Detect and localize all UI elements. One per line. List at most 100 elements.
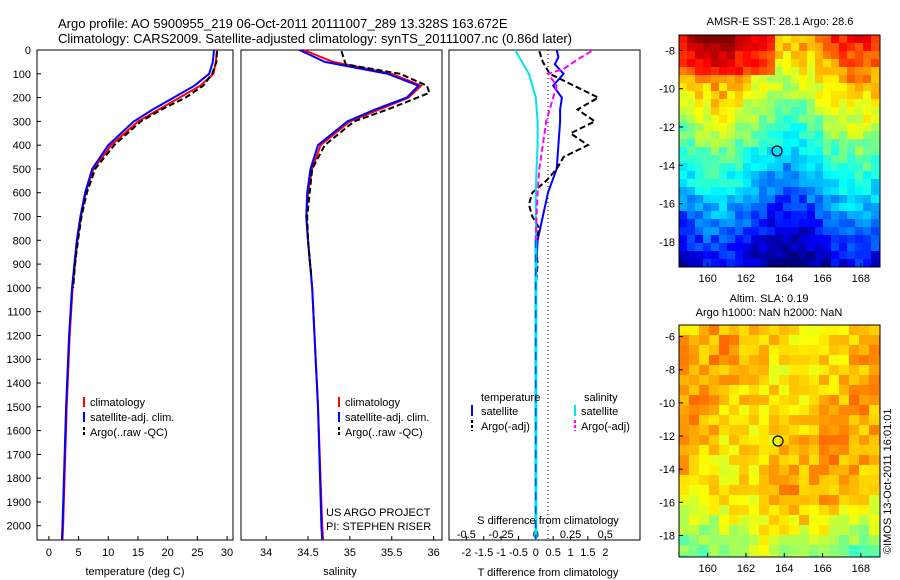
map-cell (767, 203, 775, 211)
map-cell (779, 405, 789, 415)
map-cell (829, 415, 839, 425)
map-cell (859, 395, 869, 405)
map-cell (719, 515, 729, 525)
map-cell (719, 365, 729, 375)
map-cell (759, 155, 767, 163)
map-cell (863, 59, 871, 67)
map-cell (703, 243, 711, 251)
map-cell (863, 35, 871, 43)
map-cell (819, 485, 829, 495)
map-cell (711, 155, 719, 163)
sal-legend-argo: Argo(..raw -QC) (345, 427, 423, 439)
depth-tick-label: 0 (25, 45, 31, 57)
map-cell (863, 131, 871, 139)
map-cell (679, 465, 689, 475)
map-cell (863, 43, 871, 51)
map-cell (799, 35, 807, 43)
map-cell (719, 91, 727, 99)
map-cell (855, 59, 863, 67)
map-cell (847, 67, 855, 75)
map-cell (871, 43, 879, 51)
map-cell (799, 375, 809, 385)
map-cell (703, 131, 711, 139)
map-cell (839, 243, 847, 251)
map-cell (831, 115, 839, 123)
map-cell (679, 505, 689, 515)
map-cell (799, 415, 809, 425)
map-cell (759, 545, 769, 555)
map-cell (831, 171, 839, 179)
map-cell (767, 243, 775, 251)
map-cell (709, 395, 719, 405)
map-cell (735, 83, 743, 91)
map-cell (767, 179, 775, 187)
x-tick-label: 1.5 (580, 547, 595, 559)
map-cell (679, 395, 689, 405)
map-cell (799, 59, 807, 67)
map-cell (749, 435, 759, 445)
map-cell (831, 243, 839, 251)
map-cell (729, 545, 739, 555)
map-cell (839, 515, 849, 525)
map-cell (871, 235, 879, 243)
map-cell (807, 227, 815, 235)
map-cell (679, 195, 687, 203)
map-cell (719, 445, 729, 455)
map-cell (783, 147, 791, 155)
map-cell (847, 123, 855, 131)
map-cell (869, 355, 879, 365)
map-cell (859, 445, 869, 455)
map-cell (809, 555, 819, 557)
map-cell (863, 51, 871, 59)
map-cell (815, 155, 823, 163)
map-cell (767, 43, 775, 51)
map-cell (791, 179, 799, 187)
map-cell (729, 455, 739, 465)
map-cell (711, 195, 719, 203)
map-cell (743, 251, 751, 259)
map-cell (735, 251, 743, 259)
map-cell (727, 75, 735, 83)
map-cell (799, 155, 807, 163)
map-cell (783, 139, 791, 147)
map-cell (783, 243, 791, 251)
map-cell (839, 107, 847, 115)
map-cell (847, 187, 855, 195)
map-cell (759, 195, 767, 203)
map-cell (855, 83, 863, 91)
map-cell (789, 535, 799, 545)
map-cell (839, 43, 847, 51)
map-cell (799, 355, 809, 365)
map-cell (783, 219, 791, 227)
map-cell (859, 455, 869, 465)
map-cell (819, 345, 829, 355)
x-tick-label: 36 (428, 547, 440, 559)
map-cell (729, 435, 739, 445)
map-cell (839, 345, 849, 355)
map-cell (759, 171, 767, 179)
x-tick-label: 30 (221, 547, 233, 559)
map-cell (751, 99, 759, 107)
map-cell (847, 147, 855, 155)
map-cell (809, 455, 819, 465)
map-cell (849, 465, 859, 475)
map-cell (759, 405, 769, 415)
map-cell (703, 123, 711, 131)
map-cell (789, 345, 799, 355)
map-cell (807, 203, 815, 211)
map-cell (689, 555, 699, 557)
map-cell (679, 147, 687, 155)
map-cell (729, 445, 739, 455)
map-cell (687, 171, 695, 179)
map-cell (819, 375, 829, 385)
map-cell (719, 99, 727, 107)
map-cell (699, 525, 709, 535)
map-cell (769, 535, 779, 545)
map-cell (849, 515, 859, 525)
map-cell (839, 535, 849, 545)
series-line-satellite-adj-clim- (60, 49, 215, 541)
map-cell (759, 335, 769, 345)
map-cell (703, 227, 711, 235)
map-cell (735, 203, 743, 211)
map-cell (719, 171, 727, 179)
